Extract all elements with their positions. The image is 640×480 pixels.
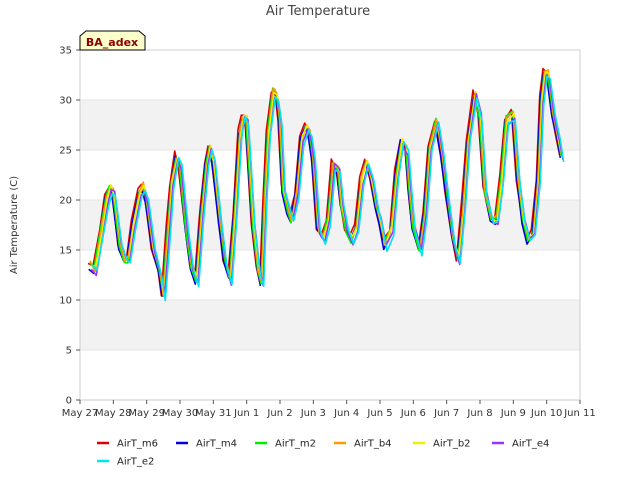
x-tick-label: Jun 7	[433, 408, 459, 419]
y-tick-label: 0	[66, 396, 72, 407]
plot-area-border	[79, 49, 581, 401]
y-axis-ticks: 0 5 10 15 20 25 30 35	[59, 46, 80, 407]
x-tick-label: Jun 9	[500, 408, 526, 419]
x-tick-label: May 27	[62, 408, 99, 419]
legend-label: AirT_m4	[196, 439, 237, 450]
series-line-airt-e2	[91, 75, 565, 302]
legend: AirT_m6 AirT_m4 AirT_m2 AirT_b4 AirT_b2 AirT_…	[97, 439, 549, 468]
legend-label: AirT_e4	[512, 439, 549, 450]
badge-shape	[79, 30, 146, 51]
x-tick-label: Jun 8	[466, 408, 492, 419]
badge-label: BA_adex	[86, 36, 138, 49]
y-tick-label: 25	[59, 146, 72, 157]
x-tick-label: Jun 1	[233, 408, 259, 419]
x-tick-label: Jun 4	[333, 408, 359, 419]
chart-title: Air Temperature	[266, 4, 370, 19]
x-tick-label: Jun 5	[366, 408, 392, 419]
grid-band	[80, 300, 580, 350]
y-axis-title: Air Temperature (C)	[9, 176, 20, 274]
x-tick-label: Jun 2	[266, 408, 292, 419]
x-tick-label: May 29	[128, 408, 165, 419]
y-tick-label: 10	[59, 296, 72, 307]
series-lines	[87, 67, 565, 302]
y-tick-label: 35	[59, 46, 72, 57]
legend-label: AirT_m6	[117, 439, 158, 450]
y-tick-label: 5	[66, 346, 72, 357]
legend-label: AirT_m2	[275, 439, 316, 450]
legend-label: AirT_b2	[433, 439, 471, 450]
y-tick-label: 30	[59, 96, 72, 107]
grid-band	[80, 100, 580, 150]
x-tick-label: May 30	[162, 408, 199, 419]
site-badge: BA_adex	[79, 30, 146, 51]
x-tick-label: Jun 10	[530, 408, 563, 419]
legend-label: AirT_e2	[117, 457, 154, 468]
x-tick-label: Jun 3	[300, 408, 326, 419]
x-tick-label: Jun 6	[400, 408, 426, 419]
legend-label: AirT_b4	[354, 439, 392, 450]
x-tick-label: May 31	[195, 408, 232, 419]
x-tick-label: May 28	[95, 408, 132, 419]
x-tick-label: Jun 11	[563, 408, 596, 419]
y-tick-label: 15	[59, 246, 72, 257]
y-tick-label: 20	[59, 196, 72, 207]
